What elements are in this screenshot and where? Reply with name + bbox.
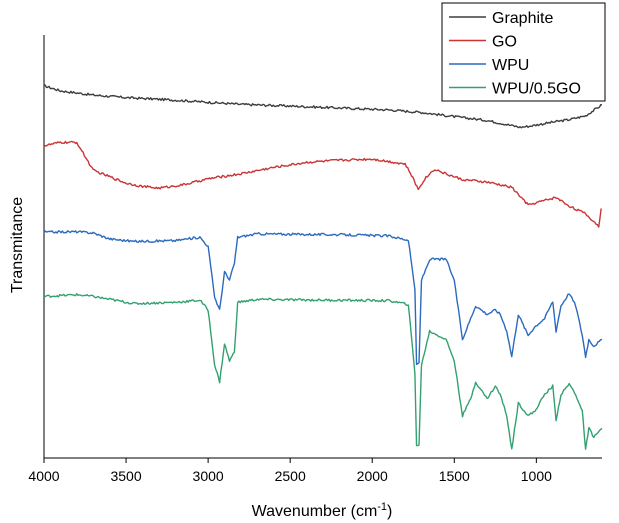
x-tick-label-1000: 1000	[521, 468, 552, 484]
x-tick-label-1500: 1500	[439, 468, 470, 484]
y-axis-title: Transmitance	[9, 197, 26, 293]
legend-box	[441, 2, 606, 102]
series-line-wpu-0-5go	[43, 293, 603, 450]
legend-label-wpu: WPU	[492, 57, 529, 74]
series-line-wpu	[43, 230, 603, 366]
series-layer	[43, 84, 603, 450]
x-tick-label-3000: 3000	[193, 468, 224, 484]
x-ticks: 4000 3500 3000 2500 2000 1500 1000	[28, 458, 552, 484]
x-tick-label-4000: 4000	[28, 468, 59, 484]
legend: Graphite GO WPU WPU/0.5GO	[441, 2, 606, 102]
x-axis-title-suffix: )	[387, 503, 392, 520]
x-axis-title-superscript: -1	[377, 501, 387, 513]
x-axis-title: Wavenumber (cm-1)	[252, 501, 393, 520]
legend-label-graphite: Graphite	[492, 10, 553, 27]
x-axis-title-main: Wavenumber (cm	[252, 503, 378, 520]
y-axis-title-group: Transmitance	[9, 197, 26, 293]
legend-label-go: GO	[492, 34, 517, 51]
x-tick-label-2500: 2500	[275, 468, 306, 484]
x-tick-label-3500: 3500	[110, 468, 141, 484]
series-line-go	[43, 140, 602, 228]
series-line-graphite	[43, 84, 603, 129]
legend-label-wpu-0-5go: WPU/0.5GO	[492, 81, 581, 98]
x-tick-label-2000: 2000	[357, 468, 388, 484]
